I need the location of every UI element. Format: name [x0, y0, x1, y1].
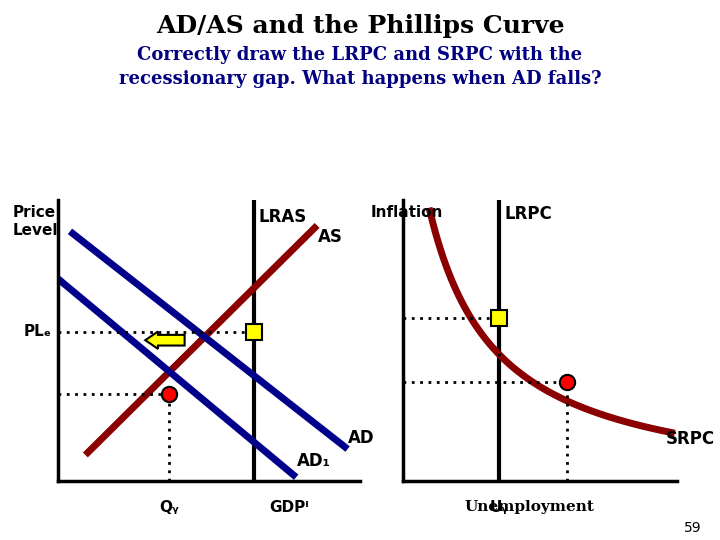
- FancyArrow shape: [145, 332, 184, 349]
- Text: LRPC: LRPC: [505, 205, 552, 224]
- Text: Unemployment: Unemployment: [464, 500, 594, 514]
- Text: Inflation: Inflation: [370, 205, 443, 220]
- Text: SRPC: SRPC: [666, 430, 715, 448]
- Text: AD: AD: [348, 429, 374, 448]
- Text: AD/AS and the Phillips Curve: AD/AS and the Phillips Curve: [156, 14, 564, 37]
- Text: LRAS: LRAS: [258, 208, 307, 226]
- Text: Price
Level: Price Level: [12, 205, 58, 238]
- Text: Qᵧ: Qᵧ: [160, 500, 179, 515]
- Text: Uᵧ: Uᵧ: [490, 500, 508, 515]
- Text: Correctly draw the LRPC and SRPC with the
recessionary gap. What happens when AD: Correctly draw the LRPC and SRPC with th…: [119, 46, 601, 87]
- Text: AS: AS: [318, 228, 343, 246]
- Text: GDPᴵ: GDPᴵ: [269, 500, 309, 515]
- Text: 59: 59: [685, 521, 702, 535]
- Text: AD₁: AD₁: [297, 452, 330, 470]
- Text: PLₑ: PLₑ: [24, 325, 52, 339]
